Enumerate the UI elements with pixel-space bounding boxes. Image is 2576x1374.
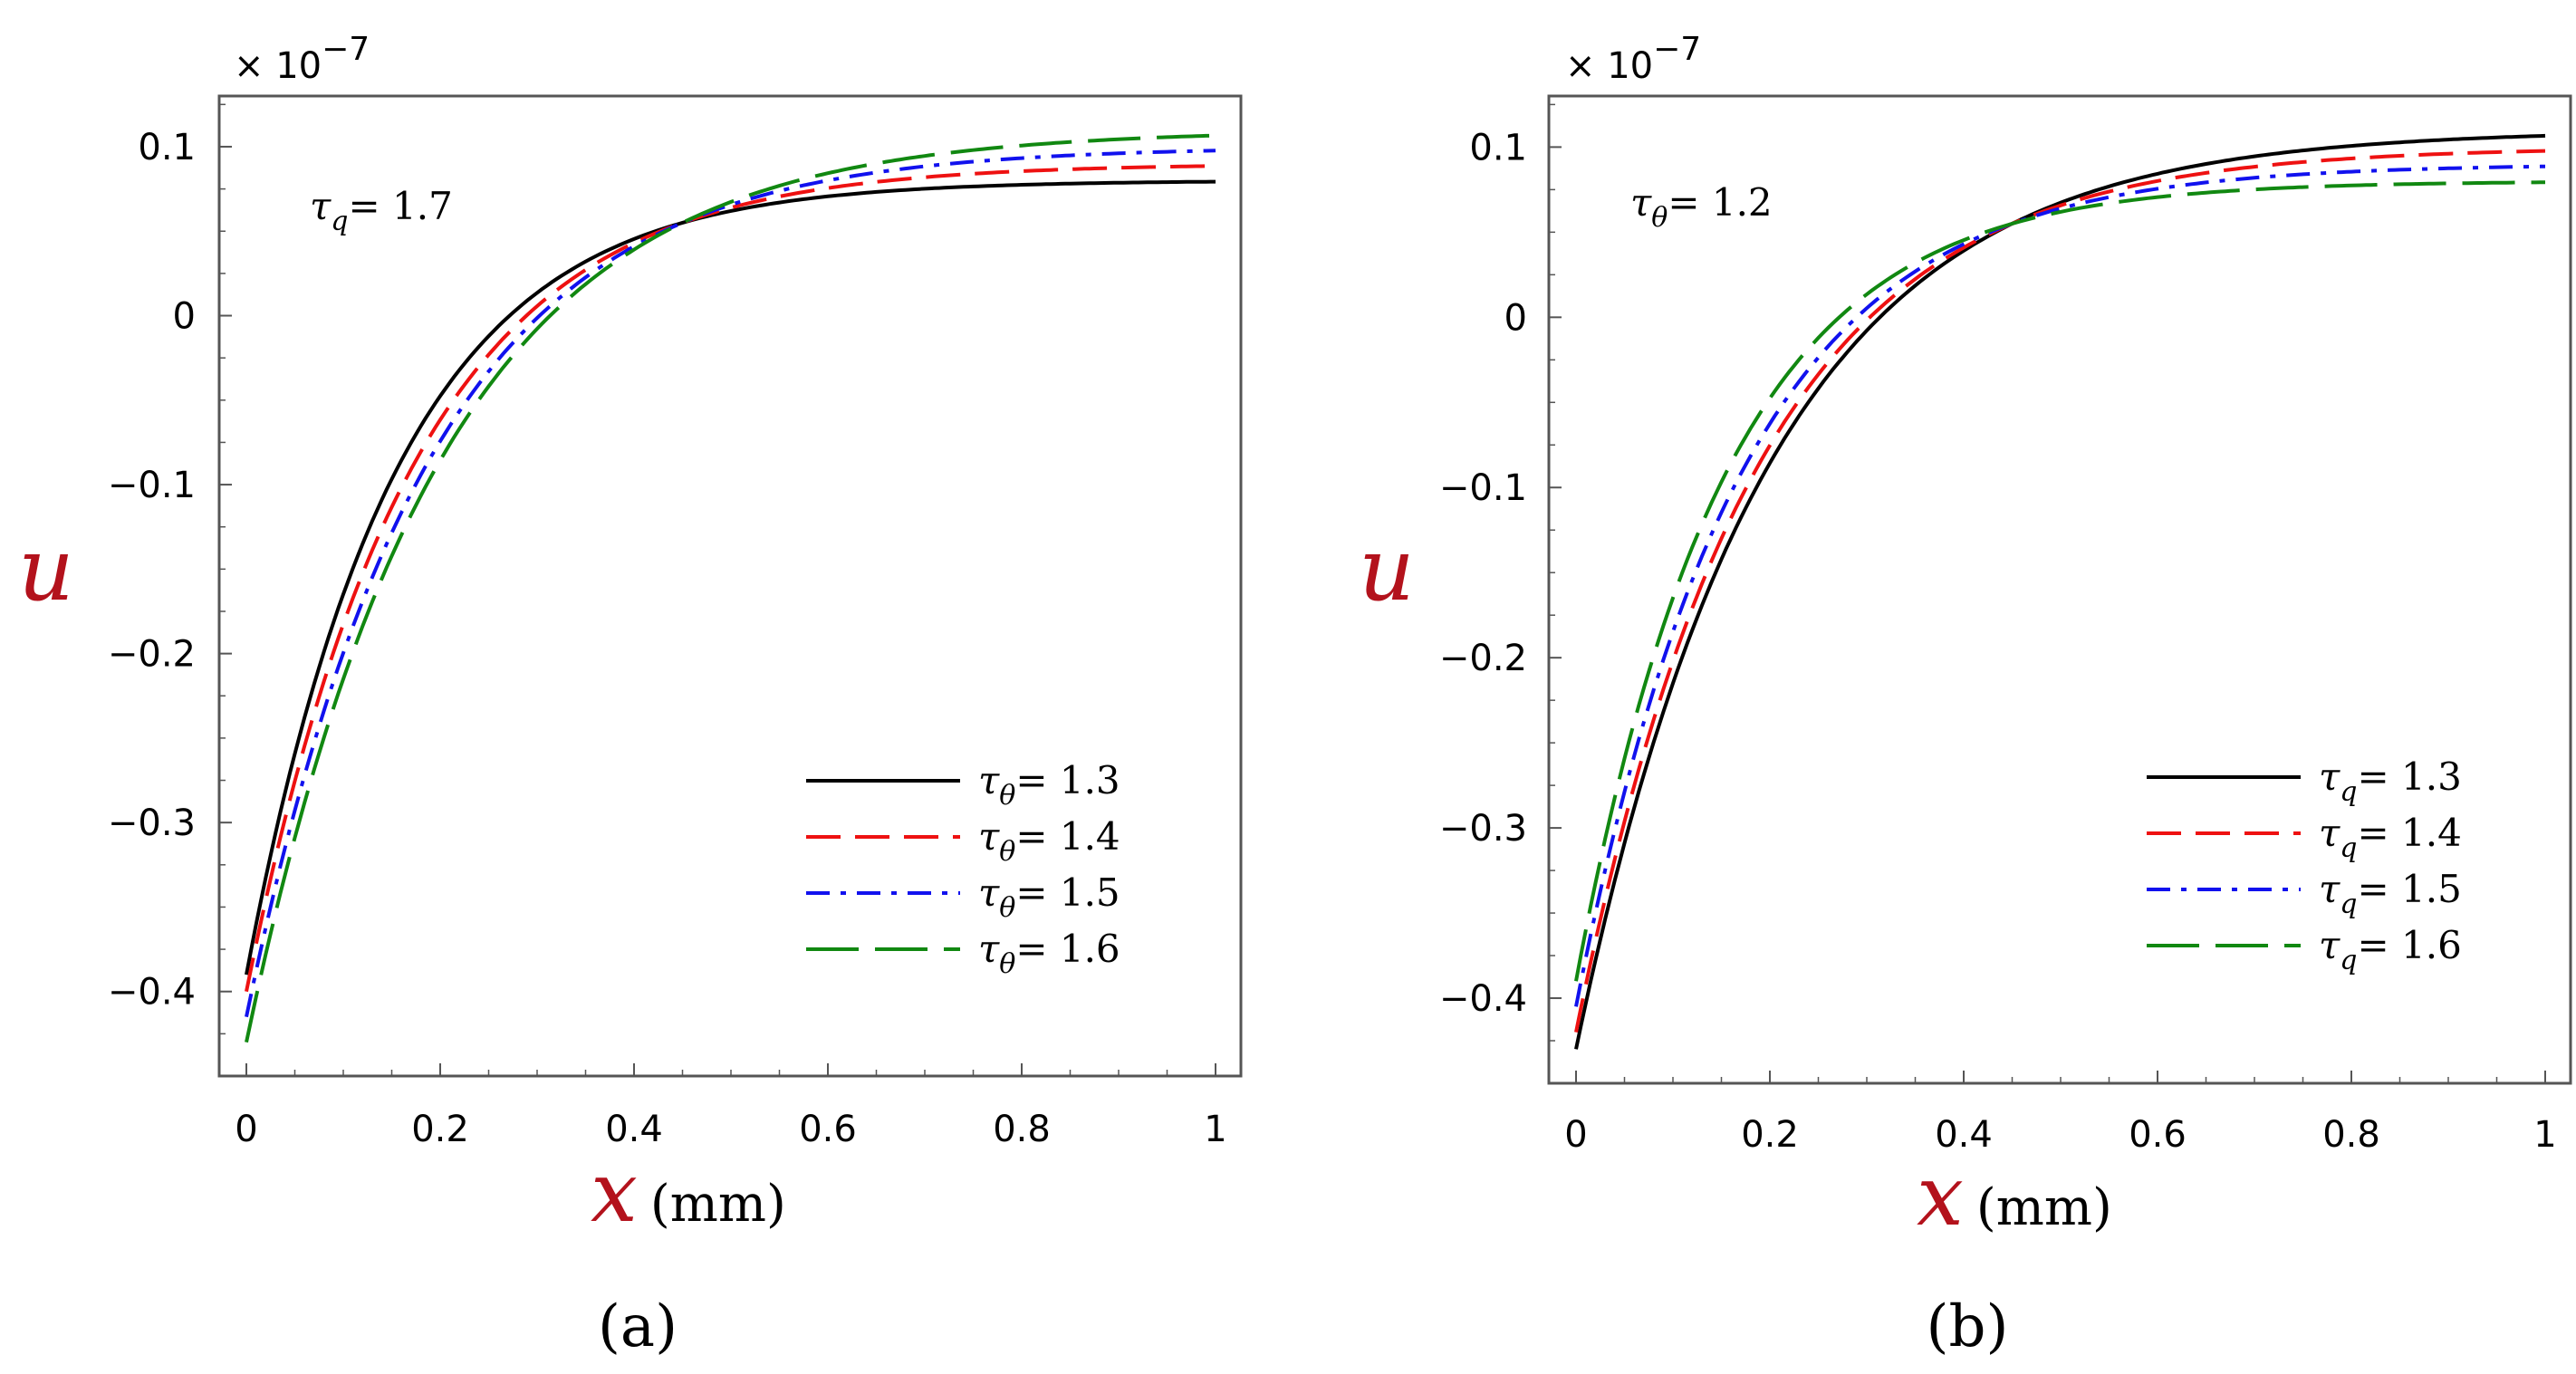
x-tick-label-b-5: 1 xyxy=(2533,1114,2556,1156)
curves-a xyxy=(245,133,1216,1043)
legend-label-b-1: τq= 1.3 xyxy=(2319,754,2462,808)
annotation-value-b: = 1.2 xyxy=(1668,180,1772,225)
ticks-b: 0 0.2 0.4 0.6 0.8 1 −0.4 −0.3 −0.2 −0.1 0 0.1 xyxy=(1439,103,2557,1156)
x-tick-label-a-4: 0.8 xyxy=(993,1109,1051,1150)
panel-b: × 10−7 0 0.2 0.4 0.6 0.8 1 −0.4 −0.3 −0.2 −0.1 0 0.… xyxy=(1359,31,2572,1360)
x-axis-units-a: (mm) xyxy=(650,1175,786,1234)
series-line-b-4 xyxy=(1574,180,2545,982)
annotation-subscript-b: θ xyxy=(1651,202,1668,234)
legend-label-a-3: τθ= 1.5 xyxy=(978,870,1120,924)
y-axis-label-b: u xyxy=(1359,519,1415,620)
series-line-b-1 xyxy=(1574,133,2546,1050)
multiplier-exponent-b: −7 xyxy=(1653,31,1701,68)
panel-label-b: (b) xyxy=(1927,1293,2009,1360)
y-tick-label-a-2: −0.2 xyxy=(108,634,196,676)
x-axis-label-a: x (mm) xyxy=(591,1144,786,1241)
y-tick-label-b-4: 0 xyxy=(1504,297,1527,339)
legend-label-b-4: τq= 1.6 xyxy=(2319,923,2462,976)
y-tick-label-a-0: −0.4 xyxy=(108,972,196,1014)
annotation-b: τθ= 1.2 xyxy=(1630,180,1773,234)
x-axis-symbol-a: x xyxy=(591,1144,638,1241)
legend-b: τq= 1.3τq= 1.4τq= 1.5τq= 1.6 xyxy=(2147,754,2462,976)
x-tick-label-a-1: 0.2 xyxy=(411,1109,469,1150)
plot-frame-a xyxy=(217,94,1243,1078)
x-axis-label-b: x (mm) xyxy=(1917,1148,2112,1244)
y-tick-label-a-4: 0 xyxy=(173,296,196,338)
y-tick-label-a-1: −0.3 xyxy=(108,802,196,844)
annotation-subscript-a: q xyxy=(331,206,348,237)
multiplier-exponent-a: −7 xyxy=(322,31,370,68)
curves-b xyxy=(1574,133,2546,1050)
x-tick-label-b-3: 0.6 xyxy=(2129,1114,2187,1156)
multiplier-b: × 10−7 xyxy=(1565,31,1701,87)
legend-a: τθ= 1.3τθ= 1.4τθ= 1.5τθ= 1.6 xyxy=(806,758,1120,980)
plot-frame-b xyxy=(1547,94,2572,1085)
x-tick-label-a-0: 0 xyxy=(235,1109,257,1150)
x-tick-label-a-2: 0.4 xyxy=(605,1109,663,1150)
series-line-b-2 xyxy=(1574,149,2546,1033)
annotation-value-a: = 1.7 xyxy=(348,184,452,228)
y-tick-label-a-5: 0.1 xyxy=(138,127,196,168)
x-axis-symbol-b: x xyxy=(1917,1148,1964,1244)
x-axis-units-b: (mm) xyxy=(1976,1178,2112,1237)
legend-label-b-3: τq= 1.5 xyxy=(2319,867,2462,920)
x-tick-label-b-1: 0.2 xyxy=(1741,1114,1799,1156)
multiplier-a: × 10−7 xyxy=(234,31,370,87)
x-tick-label-a-5: 1 xyxy=(1204,1109,1226,1150)
y-tick-label-b-0: −0.4 xyxy=(1439,978,1527,1020)
legend-label-a-4: τθ= 1.6 xyxy=(978,927,1120,980)
y-tick-label-b-1: −0.3 xyxy=(1439,808,1527,850)
y-tick-label-b-5: 0.1 xyxy=(1469,127,1527,168)
legend-label-a-2: τθ= 1.4 xyxy=(978,814,1120,868)
legend-label-b-2: τq= 1.4 xyxy=(2319,811,2462,864)
series-line-a-1 xyxy=(245,179,1216,975)
series-line-a-4 xyxy=(245,133,1216,1043)
annotation-symbol-b: τ xyxy=(1630,180,1652,225)
ticks-a: 0 0.2 0.4 0.6 0.8 1 −0.4 −0.3 −0.2 −0.1 0 0.1 xyxy=(108,103,1227,1150)
annotation-symbol-a: τ xyxy=(310,184,332,228)
legend-label-a-1: τθ= 1.3 xyxy=(978,758,1120,812)
y-tick-label-a-3: −0.1 xyxy=(108,465,196,506)
panel-label-a: (a) xyxy=(598,1293,678,1360)
x-tick-label-b-0: 0 xyxy=(1564,1114,1587,1156)
y-tick-label-b-2: −0.2 xyxy=(1439,638,1527,679)
series-line-a-2 xyxy=(245,164,1216,993)
series-line-a-3 xyxy=(245,149,1216,1018)
x-tick-label-a-3: 0.6 xyxy=(799,1109,857,1150)
x-tick-label-b-4: 0.8 xyxy=(2322,1114,2380,1156)
annotation-a: τq= 1.7 xyxy=(310,184,453,237)
y-axis-label-a: u xyxy=(18,519,74,620)
x-tick-label-b-2: 0.4 xyxy=(1935,1114,1993,1156)
panel-a: × 10−7 0 0.2 0.4 0.6 0.8 1 −0.4 −0.3 −0.2 −0.1 0 0.… xyxy=(18,31,1243,1360)
y-tick-label-b-3: −0.1 xyxy=(1439,467,1527,509)
